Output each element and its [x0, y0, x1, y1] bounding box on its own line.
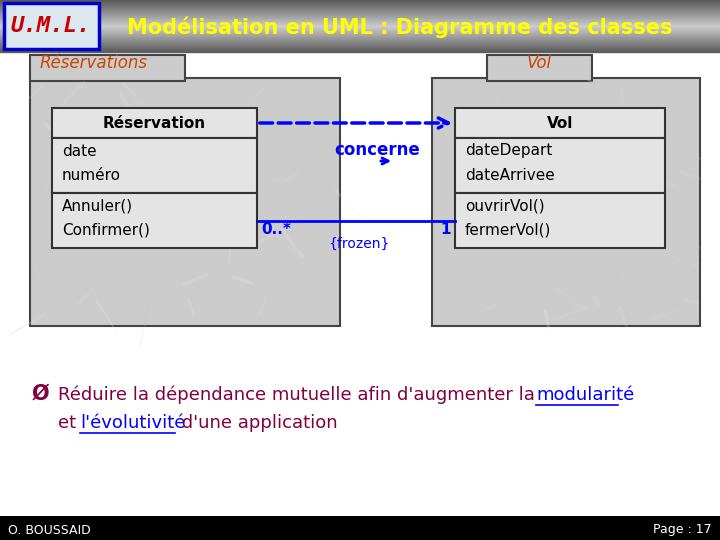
- Bar: [0, 25, 720, 26]
- Text: numéro: numéro: [62, 167, 121, 183]
- Text: fermerVol(): fermerVol(): [465, 222, 552, 238]
- Bar: [0, 36, 720, 37]
- Bar: [0, 48, 720, 49]
- Bar: [0, 16, 720, 17]
- Text: Réservation: Réservation: [103, 116, 206, 131]
- Bar: [0, 7, 720, 8]
- Bar: [4, 3, 99, 49]
- Text: Vol: Vol: [526, 54, 552, 72]
- Bar: [0, 38, 720, 39]
- Bar: [455, 193, 665, 248]
- Bar: [0, 15, 720, 16]
- Bar: [0, 27, 720, 28]
- Bar: [0, 30, 720, 31]
- Bar: [0, 28, 720, 29]
- Text: Annuler(): Annuler(): [62, 199, 133, 213]
- Text: 1: 1: [440, 222, 451, 238]
- Bar: [0, 19, 720, 20]
- Bar: [0, 29, 720, 30]
- Bar: [30, 55, 185, 81]
- Bar: [487, 55, 592, 81]
- Bar: [0, 9, 720, 10]
- Text: Ø: Ø: [32, 384, 50, 404]
- Bar: [0, 12, 720, 13]
- Bar: [0, 4, 720, 5]
- Text: Modélisation en UML : Diagramme des classes: Modélisation en UML : Diagramme des clas…: [127, 16, 672, 38]
- Bar: [52, 138, 257, 193]
- Text: et: et: [58, 414, 82, 432]
- Bar: [0, 21, 720, 22]
- Bar: [0, 516, 720, 540]
- Bar: [0, 33, 720, 34]
- Text: concerne: concerne: [334, 141, 420, 159]
- Bar: [0, 45, 720, 46]
- Bar: [0, 26, 720, 27]
- Bar: [0, 1, 720, 2]
- Bar: [0, 40, 720, 41]
- Bar: [0, 20, 720, 21]
- Bar: [0, 31, 720, 32]
- Bar: [0, 6, 720, 7]
- Bar: [0, 10, 720, 11]
- Bar: [0, 43, 720, 44]
- Bar: [0, 44, 720, 45]
- Bar: [0, 39, 720, 40]
- Bar: [0, 17, 720, 18]
- Text: Vol: Vol: [546, 116, 573, 131]
- Bar: [0, 8, 720, 9]
- Bar: [0, 37, 720, 38]
- Bar: [0, 35, 720, 36]
- Bar: [0, 24, 720, 25]
- Text: l'évolutivité: l'évolutivité: [80, 414, 185, 432]
- Bar: [0, 32, 720, 33]
- Text: Réduire la dépendance mutuelle afin d'augmenter la: Réduire la dépendance mutuelle afin d'au…: [58, 386, 541, 404]
- Bar: [0, 18, 720, 19]
- Text: modularité: modularité: [536, 386, 634, 404]
- Bar: [52, 193, 257, 248]
- Text: O. BOUSSAID: O. BOUSSAID: [8, 523, 91, 537]
- Text: date: date: [62, 144, 96, 159]
- Text: d'une application: d'une application: [176, 414, 338, 432]
- Bar: [0, 5, 720, 6]
- Bar: [0, 0, 720, 1]
- Bar: [0, 46, 720, 47]
- Bar: [455, 138, 665, 193]
- Bar: [0, 47, 720, 48]
- Bar: [432, 78, 700, 326]
- Bar: [0, 14, 720, 15]
- Bar: [0, 13, 720, 14]
- Text: ouvrirVol(): ouvrirVol(): [465, 199, 544, 213]
- Text: dateDepart: dateDepart: [465, 144, 552, 159]
- Bar: [0, 50, 720, 51]
- Bar: [30, 78, 340, 326]
- Text: U.M.L.: U.M.L.: [11, 16, 91, 36]
- Text: dateArrivee: dateArrivee: [465, 167, 554, 183]
- Bar: [0, 41, 720, 42]
- Bar: [52, 108, 257, 138]
- Text: Réservations: Réservations: [40, 54, 148, 72]
- Bar: [0, 49, 720, 50]
- Text: Confirmer(): Confirmer(): [62, 222, 150, 238]
- Bar: [455, 108, 665, 138]
- Bar: [0, 2, 720, 3]
- Bar: [0, 11, 720, 12]
- Bar: [0, 23, 720, 24]
- Bar: [0, 34, 720, 35]
- Text: Page : 17: Page : 17: [653, 523, 712, 537]
- Text: {frozen}: {frozen}: [328, 237, 390, 251]
- Bar: [0, 42, 720, 43]
- Bar: [0, 22, 720, 23]
- Bar: [0, 3, 720, 4]
- Text: 0..*: 0..*: [261, 222, 291, 238]
- Bar: [0, 51, 720, 52]
